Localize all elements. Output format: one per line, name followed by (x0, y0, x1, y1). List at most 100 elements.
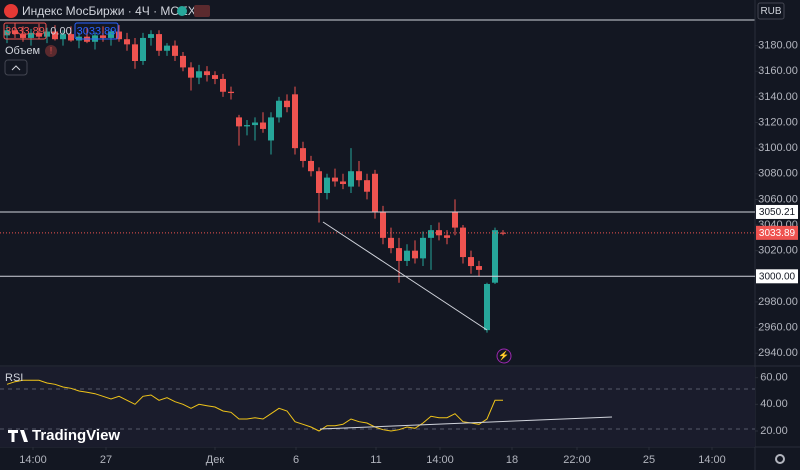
candle-body (316, 171, 322, 193)
x-tick-label: 14:00 (426, 454, 454, 466)
y-tick-label: 2960.00 (758, 321, 798, 333)
brand-name: TradingView (32, 427, 120, 444)
candle-body (36, 32, 42, 37)
candle-body (444, 235, 450, 238)
candle-body (236, 117, 242, 127)
candle-body (484, 283, 490, 331)
candle-body (140, 37, 146, 62)
candle-body (364, 180, 370, 192)
candle-body (396, 248, 402, 261)
x-tick-label: 18 (506, 454, 518, 466)
brand-logo (8, 430, 28, 442)
x-tick-label: 14:00 (698, 454, 726, 466)
candle-body (292, 94, 298, 149)
sell-price: 3033.89 (5, 25, 45, 37)
candle-body (172, 45, 178, 56)
y-tick-label: 3120.00 (758, 116, 798, 128)
spread: 0.00 (50, 25, 71, 37)
y-tick-label: 3160.00 (758, 65, 798, 77)
price-label: 3000.00 (759, 271, 796, 282)
candle-body (452, 212, 458, 228)
candle-body (228, 91, 234, 94)
event-icon-glyph: ⚡ (498, 349, 509, 361)
candle-body (276, 100, 282, 118)
candle-body (356, 171, 362, 181)
candle-body (44, 31, 50, 37)
x-tick-label: 27 (100, 454, 112, 466)
y-tick-label: 3080.00 (758, 168, 798, 180)
candle-body (252, 122, 258, 126)
candle-body (348, 171, 354, 187)
candle-body (268, 117, 274, 141)
candle-body (212, 75, 218, 79)
candle-body (244, 125, 250, 127)
rsi-tick-label: 20.00 (760, 425, 788, 437)
candle-body (420, 237, 426, 259)
candle-body (372, 173, 378, 213)
price-label-box (756, 204, 798, 219)
symbol-title[interactable]: Индекс МосБиржи · 4Ч · MOEX (22, 4, 196, 18)
x-tick-label: Дек (206, 454, 225, 466)
buy-box[interactable] (74, 22, 119, 40)
candle-body (108, 31, 114, 38)
rsi-tick-label: 60.00 (760, 372, 788, 384)
collapse-button[interactable] (4, 59, 28, 76)
candle-body (284, 100, 290, 108)
candle-body (116, 31, 122, 40)
price-label-box (756, 269, 798, 284)
candle-body (308, 160, 314, 172)
candle-body (404, 250, 410, 261)
rsi-trend-line (319, 416, 613, 430)
status-dot (177, 6, 187, 16)
candle-body (100, 35, 106, 38)
candle-body (12, 30, 18, 35)
event-icon[interactable] (496, 348, 512, 364)
settings-icon[interactable] (775, 454, 785, 464)
candle-body (68, 34, 74, 41)
candle-body (4, 30, 10, 36)
candle-body (388, 237, 394, 249)
rsi-title: RSI (5, 372, 23, 384)
candle-body (28, 32, 34, 38)
last-price-label: 3033.89 (759, 228, 796, 239)
candle-body (180, 55, 186, 68)
candle-body (132, 44, 138, 62)
candle-body (500, 232, 506, 234)
warning-icon (45, 45, 57, 57)
currency-box[interactable] (757, 2, 785, 20)
currency: RUB (760, 6, 781, 17)
rsi-pane (0, 367, 755, 447)
last-price-box (756, 225, 798, 240)
x-tick-label: 25 (643, 454, 655, 466)
candle-body (380, 212, 386, 238)
symbol-logo (4, 4, 18, 18)
candle-body (188, 67, 194, 78)
trend-line (322, 221, 488, 331)
candle-body (332, 177, 338, 182)
y-tick-label: 3180.00 (758, 40, 798, 52)
candle-body (156, 34, 162, 51)
y-tick-label: 3140.00 (758, 91, 798, 103)
x-tick-label: 6 (293, 454, 299, 466)
candle-body (460, 227, 466, 258)
volume-label[interactable]: Объем (5, 45, 40, 57)
price-label: 3050.21 (759, 207, 796, 218)
candle-body (428, 230, 434, 238)
y-tick-label: 3100.00 (758, 142, 798, 154)
candle-body (468, 257, 474, 267)
buy-price: 3033.89 (77, 25, 117, 37)
candle-body (340, 181, 346, 185)
candle-body (196, 71, 202, 78)
candle-body (164, 45, 170, 51)
candle-body (492, 230, 498, 283)
collapse-chevron (11, 65, 21, 71)
candle-body (124, 39, 130, 45)
candle-body (220, 78, 226, 92)
rsi-tick-label: 40.00 (760, 398, 788, 410)
x-tick-label: 11 (370, 454, 381, 466)
y-tick-label: 2980.00 (758, 296, 798, 308)
y-tick-label: 3060.00 (758, 193, 798, 205)
sell-box[interactable] (3, 22, 47, 40)
